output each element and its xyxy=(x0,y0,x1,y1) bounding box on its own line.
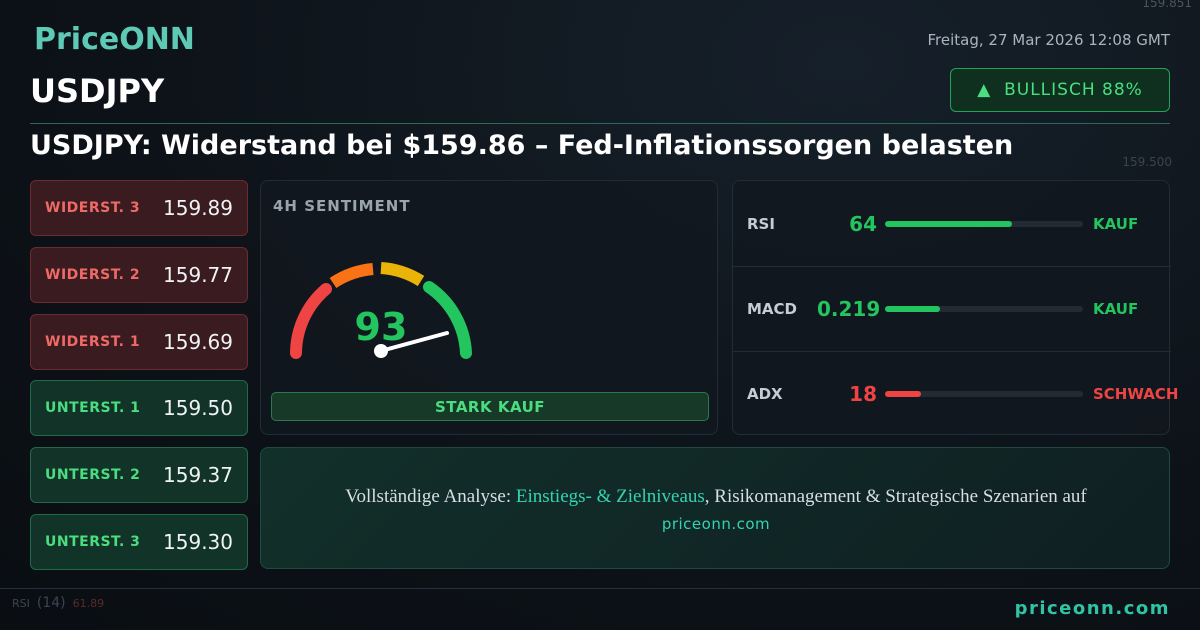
level-box: UNTERST. 1 159.50 xyxy=(30,380,248,437)
indicator-value: 0.219 xyxy=(817,297,881,321)
level-label: UNTERST. 3 xyxy=(45,534,141,550)
indicator-value: 18 xyxy=(849,382,877,406)
bg-rsi-value: 61.89 xyxy=(72,597,105,610)
bg-price: 159.500 xyxy=(1122,155,1172,169)
level-box: WIDERST. 1 159.69 xyxy=(30,313,248,370)
cta: Vollständige Analyse: Einstiegs- & Zieln… xyxy=(260,447,1170,569)
level-value: 159.69 xyxy=(163,329,233,354)
indicator-signal: SCHWACH xyxy=(1093,385,1179,403)
indicator-name: MACD xyxy=(747,300,797,318)
sentiment-value: 93 xyxy=(354,305,408,349)
indicator-signal: KAUF xyxy=(1093,214,1139,233)
cta-text: Vollständige Analyse: Einstiegs- & Zieln… xyxy=(261,486,1171,508)
level-box: UNTERST. 2 159.37 xyxy=(30,447,248,504)
indicators-panel: RSI 64 KAUF MACD 0.219 KAUF ADX 18 SCHWACH xyxy=(732,180,1179,436)
level-value: 159.50 xyxy=(163,396,233,421)
indicator-signal: KAUF xyxy=(1093,300,1139,318)
indicator-row: MACD 0.219 KAUF xyxy=(733,266,1171,351)
gauge-hub xyxy=(374,344,388,358)
bg-price: 159.851 xyxy=(1142,0,1192,10)
indicator-track xyxy=(885,220,1083,227)
level-value: 159.77 xyxy=(163,262,233,287)
cta-rest: , Risikomanagement & Strategische Szenar… xyxy=(704,486,1087,507)
sentiment-title: 4H SENTIMENT xyxy=(273,197,411,215)
indicator-name: RSI xyxy=(747,214,775,233)
gauge-yellow xyxy=(380,262,425,287)
level-box: UNTERST. 3 159.30 xyxy=(30,514,248,570)
footer-site[interactable]: priceonn.com xyxy=(1014,598,1170,619)
badge: ▲ BULLISCH 88% xyxy=(950,68,1170,112)
level-label: WIDERST. 2 xyxy=(45,266,141,283)
bg-rsi: RSI (14) 61.89 xyxy=(12,595,104,611)
footer-divider xyxy=(0,588,1200,589)
level-box: WIDERST. 3 159.89 xyxy=(30,180,248,236)
gauge-red xyxy=(290,283,332,359)
level-label: UNTERST. 2 xyxy=(45,467,141,484)
brand: PriceONN xyxy=(34,22,195,57)
level-label: WIDERST. 3 xyxy=(45,200,141,216)
indicator-value: 64 xyxy=(849,211,877,236)
level-value: 159.30 xyxy=(163,530,233,554)
gauge xyxy=(290,262,472,359)
indicator-track xyxy=(885,391,1083,397)
cta-highlight: Einstiegs- & Zielniveaus xyxy=(515,486,705,507)
indicator-fill xyxy=(885,220,1012,227)
divider xyxy=(30,123,1170,124)
indicator-row: ADX 18 SCHWACH xyxy=(733,351,1179,436)
date: Freitag, 27 Mar 2026 12:08 GMT xyxy=(927,31,1171,49)
cta-lead: Vollständige Analyse: xyxy=(345,486,516,507)
badge-text: BULLISCH 88% xyxy=(1004,80,1143,100)
level-label: WIDERST. 1 xyxy=(45,333,141,350)
symbol: USDJPY xyxy=(30,72,165,110)
cta-link[interactable]: priceonn.com xyxy=(661,515,771,533)
sentiment-panel: 4H SENTIMENT 93 STARK KAUF xyxy=(260,180,718,435)
level-label: UNTERST. 1 xyxy=(45,400,141,417)
bg-rsi-label: RSI xyxy=(12,597,30,610)
gauge-needle xyxy=(379,331,449,353)
headline: USDJPY: Widerstand bei $159.86 – Fed-Inf… xyxy=(30,130,1014,161)
indicator-name: ADX xyxy=(747,385,783,403)
level-value: 159.89 xyxy=(163,196,233,220)
gauge-green xyxy=(423,281,472,359)
sentiment-verdict: STARK KAUF xyxy=(271,392,709,421)
indicator-fill xyxy=(885,391,921,397)
level-value: 159.37 xyxy=(163,463,233,488)
gauge-orange xyxy=(329,263,374,289)
bg-rsi-period: (14) xyxy=(36,595,66,611)
level-box: WIDERST. 2 159.77 xyxy=(30,246,248,303)
indicator-track xyxy=(885,306,1083,312)
indicator-row: RSI 64 KAUF xyxy=(733,181,1171,266)
indicator-fill xyxy=(885,306,941,312)
